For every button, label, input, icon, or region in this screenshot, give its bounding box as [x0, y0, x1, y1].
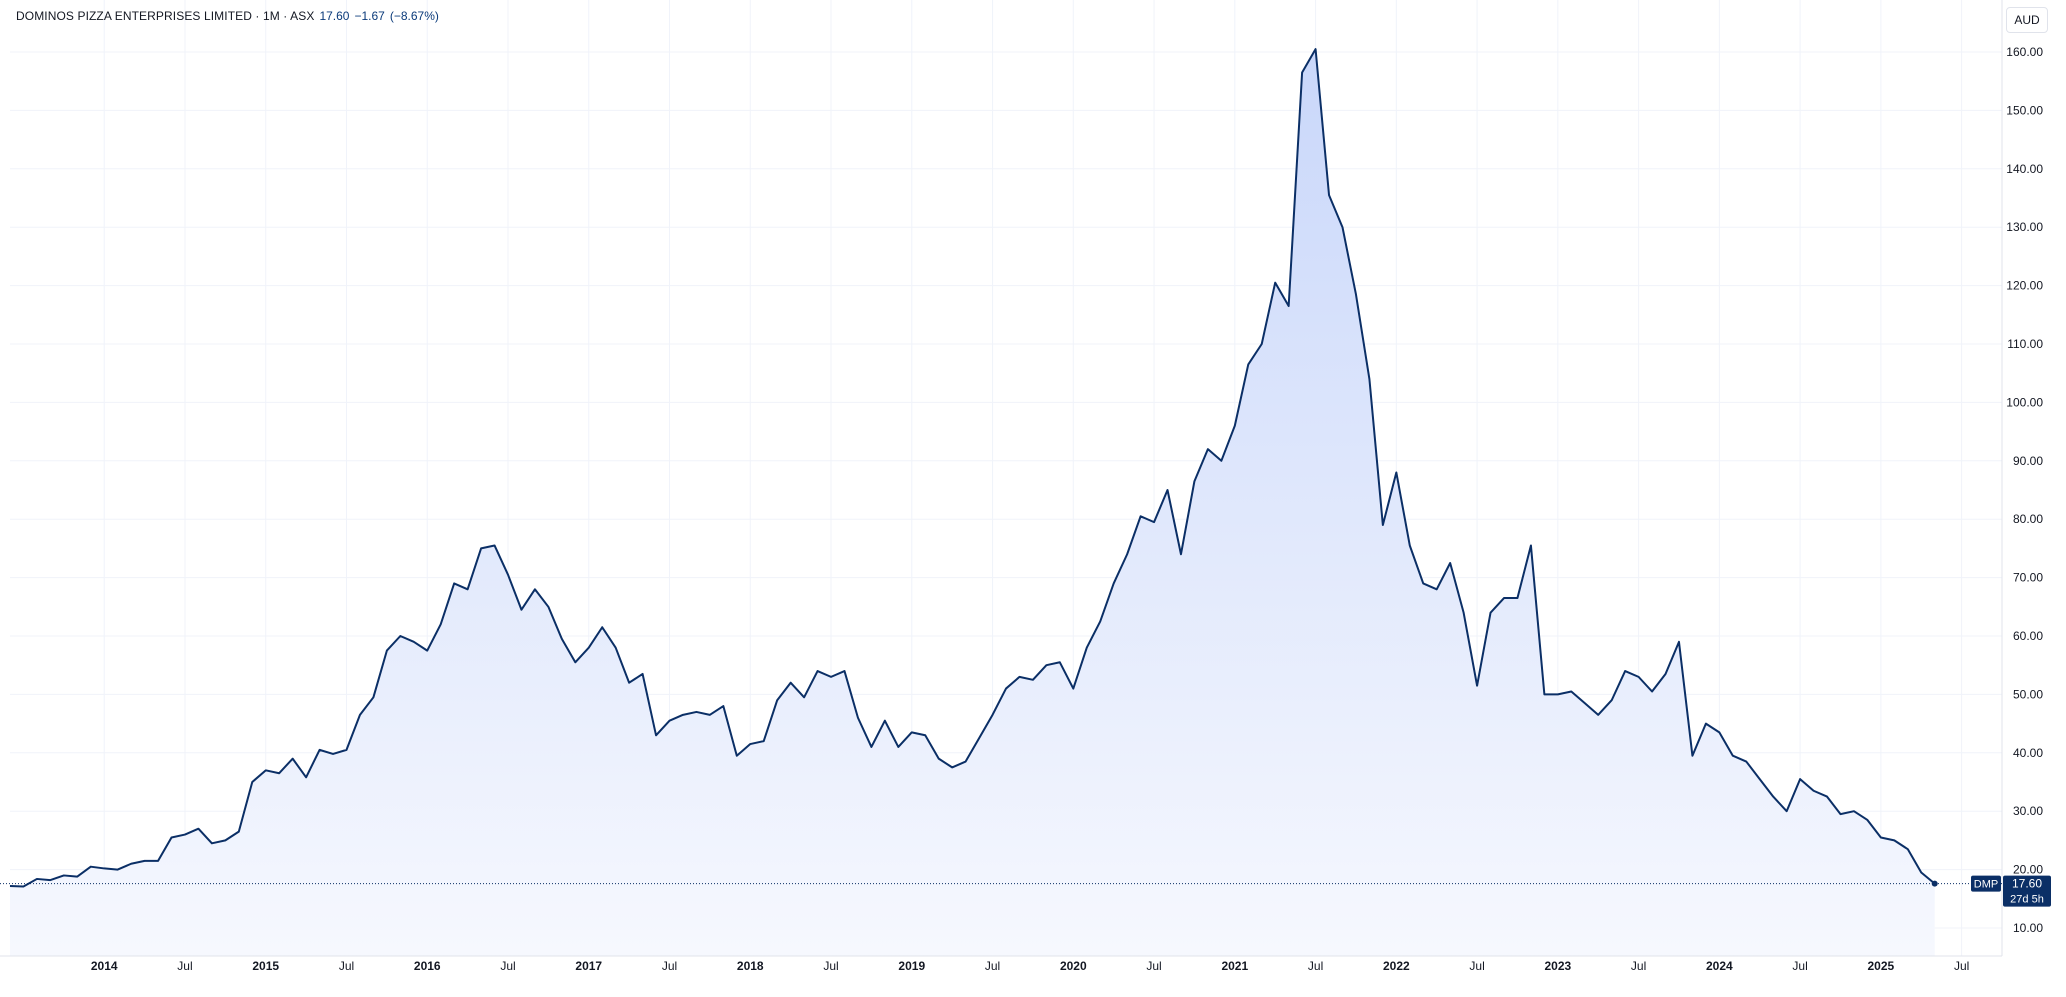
y-tick-label: 40.00 [2013, 746, 2043, 760]
x-tick-label: 2025 [1868, 959, 1895, 973]
price-badge-value: 17.60 [2012, 877, 2042, 891]
y-tick-label: 100.00 [2006, 395, 2043, 409]
symbol-legend: DOMINOS PIZZA ENTERPRISES LIMITED · 1M ·… [16, 9, 439, 23]
y-tick-label: 60.00 [2013, 629, 2043, 643]
x-tick-label: Jul [177, 959, 192, 973]
price-line [9, 48, 1936, 888]
series-line [9, 48, 1936, 888]
area-fill [10, 49, 1935, 956]
y-tick-label: 150.00 [2006, 103, 2043, 117]
y-tick-label: 140.00 [2006, 162, 2043, 176]
x-tick-label: Jul [1469, 959, 1484, 973]
x-tick-label: 2018 [737, 959, 764, 973]
x-tick-label: Jul [500, 959, 515, 973]
countdown-label: 27d 5h [2010, 894, 2044, 906]
x-tick-label: 2014 [91, 959, 118, 973]
x-tick-label: Jul [1308, 959, 1323, 973]
x-tick-label: Jul [1954, 959, 1969, 973]
ticker-label: DMP [1974, 879, 1998, 891]
x-tick-label: Jul [1146, 959, 1161, 973]
ticker-badge [1971, 875, 2001, 892]
y-tick-label: 120.00 [2006, 279, 2043, 293]
price-area [10, 49, 1935, 956]
y-tick-label: 20.00 [2013, 863, 2043, 877]
price-change: −1.67 [354, 9, 385, 23]
x-tick-label: Jul [985, 959, 1000, 973]
currency-button[interactable]: AUD [2006, 7, 2048, 33]
y-tick-label: 10.00 [2013, 921, 2043, 935]
y-tick-label: 160.00 [2006, 45, 2043, 59]
x-tick-label: 2019 [898, 959, 925, 973]
x-tick-label: 2024 [1706, 959, 1733, 973]
x-tick-label: 2022 [1383, 959, 1410, 973]
axes: 10.00 20.00 30.00 40.00 50.00 60.00 70.00 80.00… [0, 0, 2043, 973]
x-tick-label: Jul [1792, 959, 1807, 973]
last-point [1931, 880, 1938, 887]
price-badge [2003, 875, 2051, 907]
x-tick-label: 2023 [1544, 959, 1571, 973]
y-tick-label: 30.00 [2013, 804, 2043, 818]
y-tick-label: 130.00 [2006, 220, 2043, 234]
y-tick-label: 110.00 [2007, 337, 2043, 351]
symbol-title: DOMINOS PIZZA ENTERPRISES LIMITED · 1M ·… [16, 9, 315, 23]
x-tick-label: 2017 [575, 959, 602, 973]
x-tick-label: 2021 [1221, 959, 1248, 973]
x-tick-label: 2015 [252, 959, 279, 973]
x-tick-label: Jul [1631, 959, 1646, 973]
y-tick-label: 70.00 [2013, 571, 2043, 585]
y-tick-label: 90.00 [2013, 454, 2043, 468]
x-tick-label: Jul [823, 959, 838, 973]
last-price: 17.60 [319, 9, 350, 23]
x-tick-label: Jul [662, 959, 677, 973]
price-change-percent: (−8.67%) [389, 9, 439, 23]
last-price-badge: DMP 17.60 27d 5h [0, 875, 2051, 907]
y-tick-label: 50.00 [2013, 687, 2043, 701]
x-tick-label: 2020 [1060, 959, 1087, 973]
x-tick-label: 2016 [414, 959, 441, 973]
x-tick-label: Jul [339, 959, 354, 973]
y-tick-label: 80.00 [2013, 512, 2043, 526]
